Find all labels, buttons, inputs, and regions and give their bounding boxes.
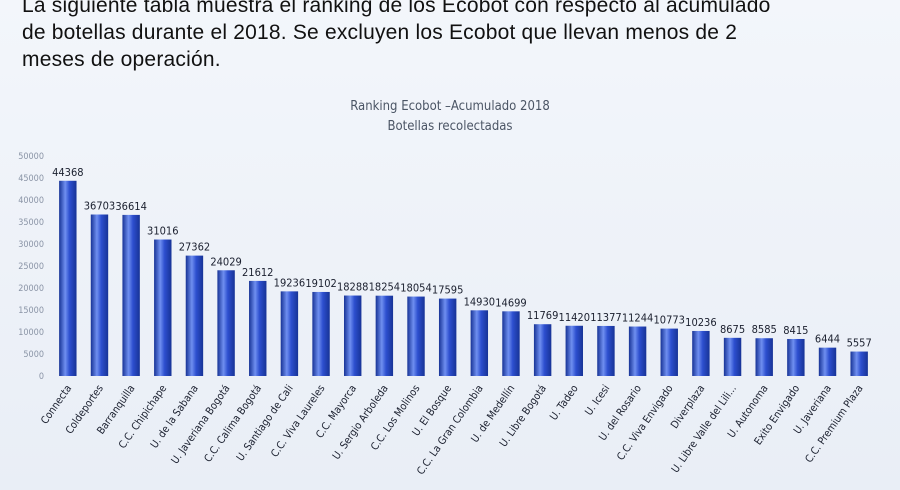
value-label: 14930 <box>464 295 495 308</box>
value-label: 18288 <box>337 281 368 294</box>
category-label: C.C. Premium Plaza <box>803 383 866 465</box>
bar <box>660 328 678 376</box>
bar <box>597 325 615 376</box>
value-label: 31016 <box>147 225 178 238</box>
bar <box>438 298 457 376</box>
bars <box>59 180 868 376</box>
value-label: 24029 <box>210 255 241 268</box>
intro-line-1: La siguiente tabla muestra el ranking de… <box>22 0 771 17</box>
value-label: 8415 <box>783 324 808 337</box>
value-label: 6444 <box>815 333 840 346</box>
value-label: 19236 <box>274 276 305 289</box>
intro-line-2: de botellas durante el 2018. Se excluyen… <box>22 21 738 44</box>
bar <box>755 338 773 376</box>
y-tick-label: 30000 <box>18 240 44 250</box>
bar <box>565 325 583 376</box>
bar <box>470 310 489 376</box>
y-tick-label: 0 <box>39 372 44 382</box>
value-label: 21612 <box>242 266 273 279</box>
bar <box>59 180 77 376</box>
category-label: U. Javeriana Bogotá <box>169 383 232 466</box>
bar <box>344 295 362 376</box>
value-label: 11244 <box>622 312 653 325</box>
bar <box>154 239 172 376</box>
y-tick-label: 5000 <box>23 350 44 360</box>
value-label: 11420 <box>559 311 590 324</box>
category-label: U. Santiago de Cali <box>234 383 295 464</box>
category-label: C.C. Calima Bogotá <box>202 383 264 465</box>
y-tick-label: 15000 <box>18 306 44 316</box>
bar <box>375 295 394 376</box>
bar <box>533 324 552 376</box>
value-label: 19102 <box>305 277 336 290</box>
value-label: 44368 <box>52 166 83 179</box>
value-label: 14699 <box>495 296 526 309</box>
intro-line-3: meses de operación. <box>22 48 221 71</box>
bar <box>312 291 330 376</box>
value-labels: 44368 36703 366143101627362240292161219236… <box>52 166 872 350</box>
y-axis: 0 5000 10000 15000 20000 25000 30000 35000 40000… <box>18 152 44 382</box>
bar <box>90 214 109 376</box>
y-tick-label: 20000 <box>18 284 44 294</box>
y-tick-label: 40000 <box>18 196 44 206</box>
chart-svg: Ranking Ecobot –Acumulado 2018 Botellas … <box>18 99 872 477</box>
bar <box>122 214 140 376</box>
y-tick-label: 45000 <box>18 174 44 184</box>
value-label: 8675 <box>720 323 745 336</box>
bar <box>217 270 235 376</box>
y-tick-label: 50000 <box>18 152 44 162</box>
chart-title: Ranking Ecobot –Acumulado 2018 <box>350 99 550 114</box>
intro-text: La siguiente tabla muestra el ranking de… <box>22 0 880 73</box>
value-label: 5557 <box>847 337 872 350</box>
value-label: 10236 <box>685 316 716 329</box>
bar <box>407 296 425 376</box>
value-label: 11377 <box>590 311 621 324</box>
value-label: 11769 <box>527 309 558 322</box>
value-label: 36614 <box>115 200 146 213</box>
value-label: 18054 <box>400 282 431 295</box>
bar <box>850 351 868 376</box>
category-label: U. Sergio Arboleda <box>330 383 390 462</box>
value-label: 17595 <box>432 284 463 297</box>
bar <box>818 347 837 376</box>
category-label: C.C. Viva Envigado <box>615 383 676 463</box>
bar <box>787 338 805 376</box>
bar <box>249 280 267 376</box>
bar <box>628 326 647 376</box>
value-label: 8585 <box>752 323 777 336</box>
y-tick-label: 25000 <box>18 262 44 272</box>
category-label: U. Icesi <box>583 383 612 418</box>
value-label: 10773 <box>654 314 685 327</box>
value-label: 27362 <box>179 241 210 254</box>
bar <box>280 291 299 376</box>
category-label: U. Tadeo <box>548 383 581 423</box>
value-label: 18254 <box>369 281 400 294</box>
bar <box>185 255 204 376</box>
bar <box>723 337 742 376</box>
bar-chart: Ranking Ecobot –Acumulado 2018 Botellas … <box>0 80 900 490</box>
y-tick-label: 10000 <box>18 328 44 338</box>
bar <box>502 311 520 376</box>
value-label: 36703 <box>84 200 115 213</box>
bar <box>692 330 710 376</box>
y-tick-label: 35000 <box>18 218 44 228</box>
chart-subtitle: Botellas recolectadas <box>387 119 512 134</box>
